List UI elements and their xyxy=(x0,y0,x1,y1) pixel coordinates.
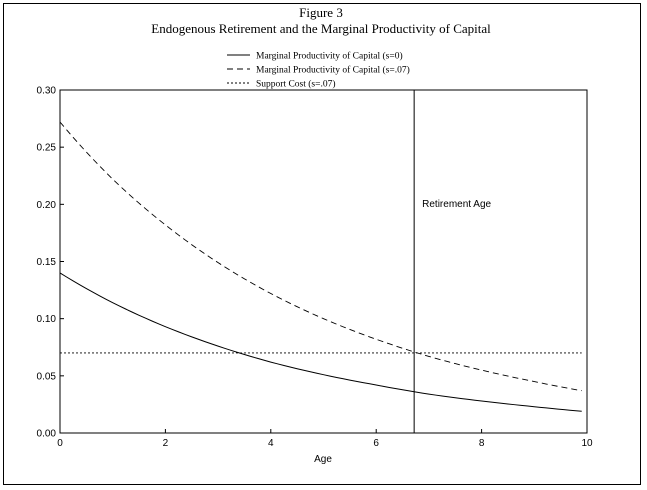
x-axis-label: Age xyxy=(314,454,332,465)
legend-label-3: Support Cost (s=.07) xyxy=(256,79,336,90)
series-layer xyxy=(59,121,582,412)
y-tick-label: 0.20 xyxy=(37,200,57,211)
y-tick-label: 0.00 xyxy=(37,429,57,440)
y-tick-label: 0.05 xyxy=(37,371,57,382)
x-tick-label: 6 xyxy=(373,438,379,449)
chart-subtitle: Endogenous Retirement and the Marginal P… xyxy=(151,21,491,36)
x-tick-label: 0 xyxy=(57,438,63,449)
legend-label-1: Marginal Productivity of Capital (s=0) xyxy=(256,51,403,62)
y-tick-label: 0.10 xyxy=(37,314,57,325)
series-line-1 xyxy=(59,272,582,412)
legend: Marginal Productivity of Capital (s=0) Ma… xyxy=(227,51,410,90)
x-tick-label: 4 xyxy=(268,438,274,449)
x-tick-label: 8 xyxy=(479,438,485,449)
retirement-age-label: Retirement Age xyxy=(422,199,491,210)
y-tick-label: 0.15 xyxy=(37,257,57,268)
x-axis: 0 2 4 6 8 10 xyxy=(57,429,593,449)
series-line-2 xyxy=(59,121,582,392)
chart-title: Figure 3 xyxy=(299,5,343,20)
plot-area xyxy=(59,89,588,434)
legend-label-2: Marginal Productivity of Capital (s=.07) xyxy=(256,65,410,76)
figure-frame xyxy=(3,3,641,485)
y-tick-label: 0.25 xyxy=(37,143,57,154)
y-tick-label: 0.30 xyxy=(37,86,57,97)
x-tick-label: 2 xyxy=(163,438,169,449)
annotation-layer: Retirement Age xyxy=(413,90,492,433)
y-axis: 0.00 0.05 0.10 0.15 0.20 0.25 0.30 xyxy=(37,86,64,440)
x-tick-label: 10 xyxy=(581,438,593,449)
